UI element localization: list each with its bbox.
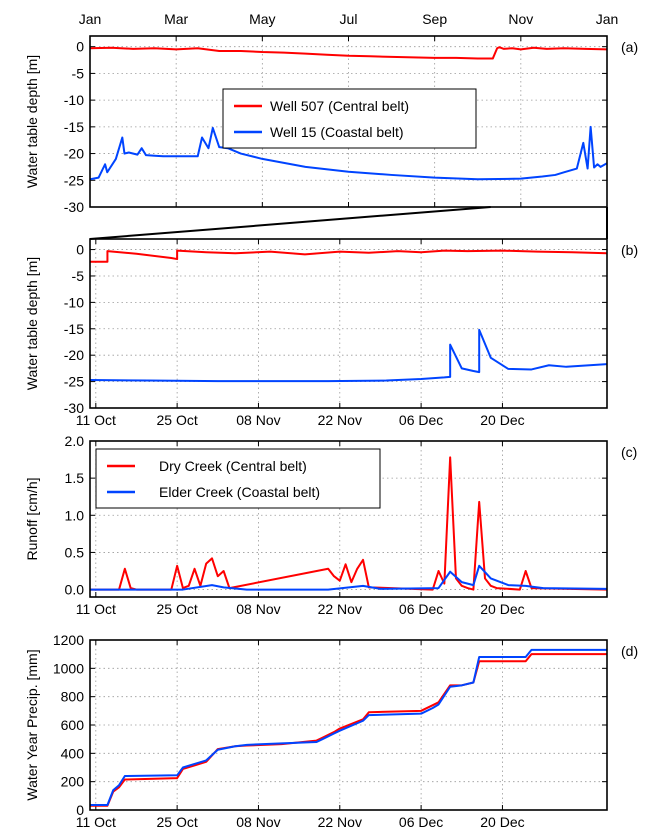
y-tick-label: 0 [76,802,84,818]
panel-letter: (b) [621,242,638,258]
legend-label: Dry Creek (Central belt) [159,458,307,474]
y-tick-label: 1000 [53,660,84,676]
plot-frame [89,35,608,208]
y-tick-label: 0 [76,242,84,258]
y-tick-label: -30 [64,199,84,215]
legend-label: Elder Creek (Coastal belt) [159,484,320,500]
x-tick-label: 06 Dec [399,412,443,428]
x-tick-label: 11 Oct [76,601,116,617]
x-tick-label: 25 Oct [157,601,198,617]
y-tick-label: 1.0 [65,507,85,523]
y-tick-label: 1.5 [65,470,85,486]
legend: Dry Creek (Central belt) Elder Creek (Coa… [95,448,381,509]
series-line-blue [90,564,607,591]
panel-c: 0.0 0.5 1.0 1.5 2.0 11 Oct 25 Oct 08 Nov 22 Nov 0… [24,433,637,617]
x-tick-label: 08 Nov [236,412,280,428]
y-axis-label: Water table depth [m] [24,257,40,390]
y-tick-label: -30 [64,400,84,416]
y-tick-label: -20 [64,347,84,363]
panel-d: 0 200 400 600 800 1000 1200 11 Oct 25 Oct 08 Nov 2… [24,632,638,830]
x-tick-label: 08 Nov [236,814,280,830]
y-tick-label: 1200 [53,632,84,648]
y-tick-label: 0 [76,39,84,55]
plot-frame [89,639,608,811]
y-tick-label: -10 [64,294,84,310]
y-tick-label: -25 [64,172,84,188]
series-line-red [90,653,607,807]
y-tick-label: -25 [64,374,84,390]
x-tick-label: Mar [164,11,188,27]
x-tick-label: Jan [596,11,619,27]
y-tick-label: 800 [61,689,85,705]
legend-box [95,448,381,509]
y-axis-label: Water table depth [m] [24,55,40,188]
legend-label: Well 15 (Coastal belt) [270,124,404,140]
series-line-red [90,456,607,591]
panel-a: 0 -5 -10 -15 -20 -25 -30 Jan Mar May Jul Sep Nov Jan W… [24,11,638,215]
x-tick-label: May [249,11,275,27]
x-tick-label: 20 Dec [480,412,524,428]
series-line-red [90,46,607,60]
x-tick-label: 11 Oct [76,814,116,830]
series-line-blue [90,648,607,807]
y-tick-label: 2.0 [65,433,85,449]
plot-frame [89,238,608,409]
x-tick-label: 22 Nov [318,814,362,830]
x-tick-label: 20 Dec [480,601,524,617]
y-tick-label: -5 [72,65,85,81]
y-tick-label: -15 [64,321,84,337]
y-tick-label: 400 [61,745,85,761]
y-tick-label: -10 [64,92,84,108]
x-tick-label: 25 Oct [157,814,198,830]
panel-letter: (d) [621,643,638,659]
legend-label: Well 507 (Central belt) [270,98,409,114]
x-tick-label: Jan [79,11,102,27]
x-tick-label: 06 Dec [399,601,443,617]
y-tick-label: -15 [64,119,84,135]
y-tick-label: 0.5 [65,544,85,560]
x-tick-label: 22 Nov [318,601,362,617]
y-tick-label: -20 [64,146,84,162]
legend: Well 507 (Central belt) Well 15 (Coastal … [222,88,477,149]
x-tick-label: 08 Nov [236,601,280,617]
x-tick-label: 25 Oct [157,412,198,428]
x-tick-label: Jul [340,11,358,27]
x-tick-label: Sep [422,11,447,27]
series-line-blue [90,328,607,383]
y-tick-label: 600 [61,717,85,733]
x-tick-label: 11 Oct [76,412,116,428]
y-axis-label: Water Year Precip. [mm] [24,649,40,800]
y-tick-label: 200 [61,774,85,790]
y-tick-label: 0.0 [65,582,85,598]
legend-box [222,88,477,149]
series-line-red [90,249,607,263]
zoom-connector-left [89,206,491,240]
x-tick-label: 22 Nov [318,412,362,428]
x-tick-label: 20 Dec [480,814,524,830]
y-axis-label: Runoff [cm/h] [24,477,40,560]
x-tick-label: 06 Dec [399,814,443,830]
x-tick-label: Nov [508,11,533,27]
plot-frame [89,440,608,598]
panel-letter: (c) [621,444,637,460]
panel-letter: (a) [621,39,638,55]
y-tick-label: -5 [72,268,85,284]
